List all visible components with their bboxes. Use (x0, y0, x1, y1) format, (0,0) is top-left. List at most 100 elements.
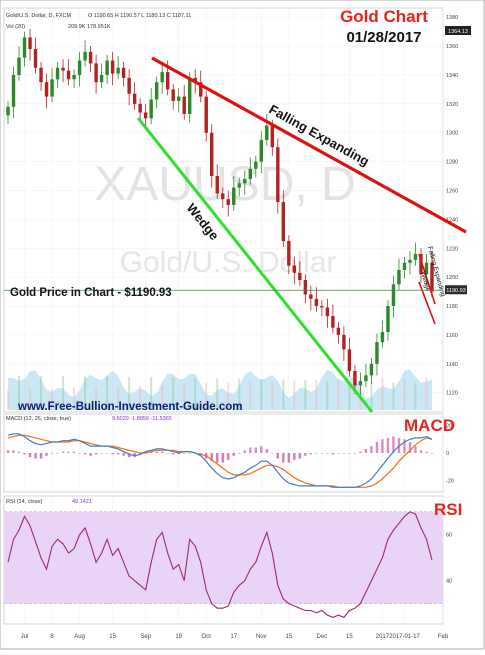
candle-body (199, 82, 203, 97)
candle-body (292, 265, 297, 273)
macd-histogram-bar (127, 453, 131, 458)
macd-histogram-bar (216, 453, 219, 463)
candle-body (44, 82, 49, 97)
gold-price-note: Gold Price in Chart - $1190.93 (10, 287, 172, 299)
candle-body (331, 316, 335, 328)
macd-histogram-bar (309, 453, 313, 455)
small-falling-expanding-line (418, 253, 436, 305)
candle-body (419, 254, 423, 275)
candle-body (221, 193, 225, 200)
candle-body (243, 178, 247, 184)
macd-histogram-bar (6, 450, 10, 453)
volume-bar (194, 377, 197, 410)
macd-histogram-bar (320, 453, 324, 454)
macd-histogram-bar (337, 453, 340, 454)
price-axis-tick: 1380 (446, 15, 458, 21)
candle-body (248, 168, 252, 179)
macd-histogram-bar (287, 453, 291, 463)
macd-histogram-bar (375, 442, 379, 453)
top-price-tag (445, 26, 471, 35)
volume-bar (117, 385, 120, 410)
candle-body (154, 82, 159, 100)
candle-body (408, 259, 412, 263)
time-axis-tick: 15 (109, 634, 116, 640)
macd-histogram-bar (144, 451, 147, 453)
volume-bar (326, 380, 329, 410)
header-vol-values: 209.9K 178.951K (68, 24, 111, 30)
candle-body (237, 183, 241, 188)
candle-body (424, 262, 429, 275)
volume-bar (62, 376, 65, 410)
price-axis-tick: 1320 (446, 102, 458, 108)
macd-histogram-bar (260, 446, 263, 453)
candle-body (55, 67, 60, 80)
macd-histogram-bar (331, 453, 335, 455)
candle-body (380, 332, 385, 343)
macd-histogram-bar (133, 453, 136, 458)
volume-bar (216, 378, 219, 410)
time-axis-tick: 15 (285, 634, 292, 640)
candle-body (17, 57, 21, 75)
volume-bar (40, 376, 43, 410)
volume-bar (73, 387, 76, 410)
macd-histogram-bar (210, 453, 213, 462)
macd-histogram-bar (271, 453, 274, 454)
rsi-axis-tick: 60 (446, 533, 452, 539)
volume-bar (249, 381, 252, 410)
candle-body (50, 79, 54, 97)
macd-histogram-bar (282, 453, 285, 463)
volume-bar (205, 382, 208, 410)
macd-histogram-bar (28, 453, 32, 458)
candle-body (259, 139, 264, 162)
volume-bar (161, 384, 164, 410)
price-axis-tick: 1180 (446, 304, 458, 310)
candle-body (99, 74, 104, 83)
candle-body (176, 96, 181, 101)
chart-title: Gold Chart (340, 7, 428, 26)
macd-histogram-bar (50, 453, 54, 454)
volume-bar (18, 376, 21, 410)
volume-bar (315, 379, 318, 410)
macd-histogram-bar (232, 453, 235, 456)
macd-histogram-bar (199, 453, 202, 455)
volume-bar (227, 382, 230, 410)
macd-histogram-bar (364, 448, 368, 453)
candle-body (143, 112, 148, 119)
macd-histogram-bar (83, 453, 87, 455)
candle-body (287, 241, 291, 266)
time-axis-tick: Oct (202, 634, 212, 640)
candle-body (281, 202, 286, 242)
candle-body (314, 298, 319, 307)
candle-body (325, 307, 330, 317)
volume-bar (128, 376, 131, 410)
macd-histogram-bar (138, 453, 142, 455)
candle-body (72, 74, 76, 80)
macd-histogram-bar (177, 453, 180, 455)
small-wedge-line (418, 281, 436, 325)
candle-body (22, 37, 27, 58)
macd-histogram-bar (254, 447, 257, 453)
current-price-tag-text: 1190.93 (446, 288, 465, 294)
price-axis-tick: 1360 (446, 44, 458, 50)
candle-body (397, 269, 401, 285)
macd-histogram-bar (23, 453, 26, 455)
candle-body (430, 262, 434, 292)
header-ohlc: O 1190.65 H 1190.57 L 1180.13 C 1187.11 (88, 13, 191, 19)
candle-body (83, 51, 87, 61)
candle-body (353, 371, 357, 386)
volume-bar (392, 382, 395, 410)
volume-bar (84, 376, 87, 410)
macd-histogram-bar (348, 453, 351, 454)
volume-bar (337, 379, 340, 410)
price-axis-tick: 1120 (446, 391, 458, 397)
macd-histogram-bar (353, 453, 357, 454)
macd-histogram-bar (293, 453, 296, 460)
macd-histogram-bar (166, 453, 169, 454)
candle-body (193, 77, 197, 83)
candle-body (28, 37, 32, 49)
candle-body (386, 306, 390, 333)
volume-bar (381, 378, 384, 410)
candle-body (254, 161, 258, 169)
macd-histogram-bar (78, 453, 81, 454)
